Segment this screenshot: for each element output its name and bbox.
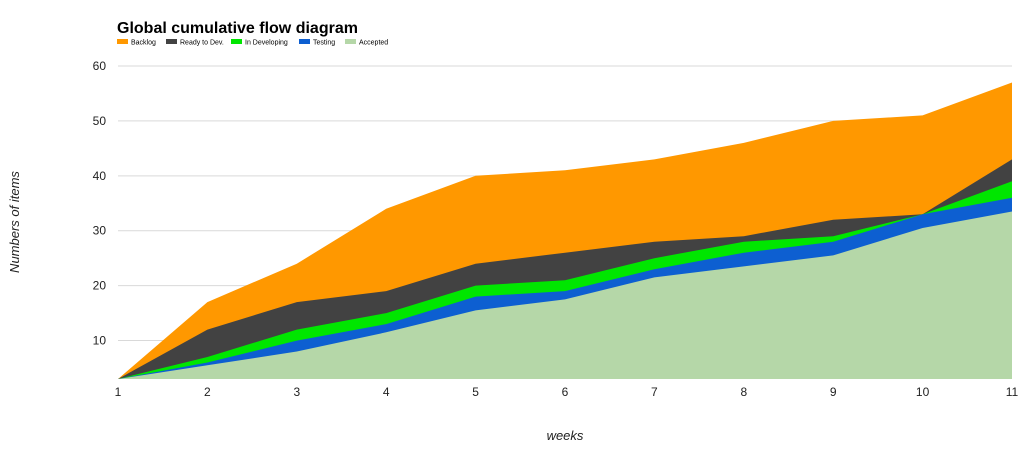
x-tick-label: 10 bbox=[916, 385, 930, 399]
x-tick-label: 9 bbox=[830, 385, 837, 399]
x-tick-label: 8 bbox=[740, 385, 747, 399]
chart-title: Global cumulative flow diagram bbox=[117, 20, 358, 37]
y-tick-label: 50 bbox=[93, 114, 107, 128]
legend-label: Testing bbox=[313, 40, 335, 47]
x-tick-label: 2 bbox=[204, 385, 211, 399]
series-area-accepted bbox=[118, 211, 1012, 379]
legend-label: In Developing bbox=[245, 40, 288, 47]
legend-swatch bbox=[299, 39, 310, 44]
x-tick-label: 3 bbox=[293, 385, 300, 399]
legend-item-accepted: Accepted bbox=[345, 39, 388, 47]
legend-item-ready-to-dev: Ready to Dev. bbox=[166, 39, 224, 47]
y-tick-label: 40 bbox=[93, 169, 107, 183]
x-tick-label: 11 bbox=[1006, 385, 1019, 399]
legend-label: Ready to Dev. bbox=[180, 40, 224, 47]
x-tick-label: 4 bbox=[383, 385, 390, 399]
x-tick-label: 6 bbox=[562, 385, 569, 399]
legend-swatch bbox=[117, 39, 128, 44]
plot-area bbox=[118, 82, 1012, 379]
legend-item-in-developing: In Developing bbox=[231, 39, 288, 47]
legend: Backlog Ready to Dev. In Developing Testing… bbox=[117, 39, 388, 47]
legend-swatch bbox=[231, 39, 242, 44]
legend-label: Accepted bbox=[359, 40, 388, 47]
y-axis-ticks: 10 20 30 40 50 60 bbox=[93, 59, 107, 348]
x-tick-label: 7 bbox=[651, 385, 658, 399]
y-tick-label: 30 bbox=[93, 224, 107, 238]
legend-swatch bbox=[345, 39, 356, 44]
x-tick-label: 1 bbox=[115, 385, 122, 399]
y-tick-label: 10 bbox=[93, 334, 107, 348]
x-tick-label: 5 bbox=[472, 385, 479, 399]
y-tick-label: 20 bbox=[93, 279, 107, 293]
legend-item-backlog: Backlog bbox=[117, 39, 156, 47]
legend-item-testing: Testing bbox=[299, 39, 335, 47]
x-axis-label: weeks bbox=[547, 428, 584, 443]
legend-label: Backlog bbox=[131, 40, 156, 47]
x-axis-ticks: 1 2 3 4 5 6 7 8 9 10 11 bbox=[115, 385, 1019, 399]
y-axis-label: Numbers of items bbox=[7, 171, 22, 273]
legend-swatch bbox=[166, 39, 177, 44]
y-tick-label: 60 bbox=[93, 59, 107, 73]
